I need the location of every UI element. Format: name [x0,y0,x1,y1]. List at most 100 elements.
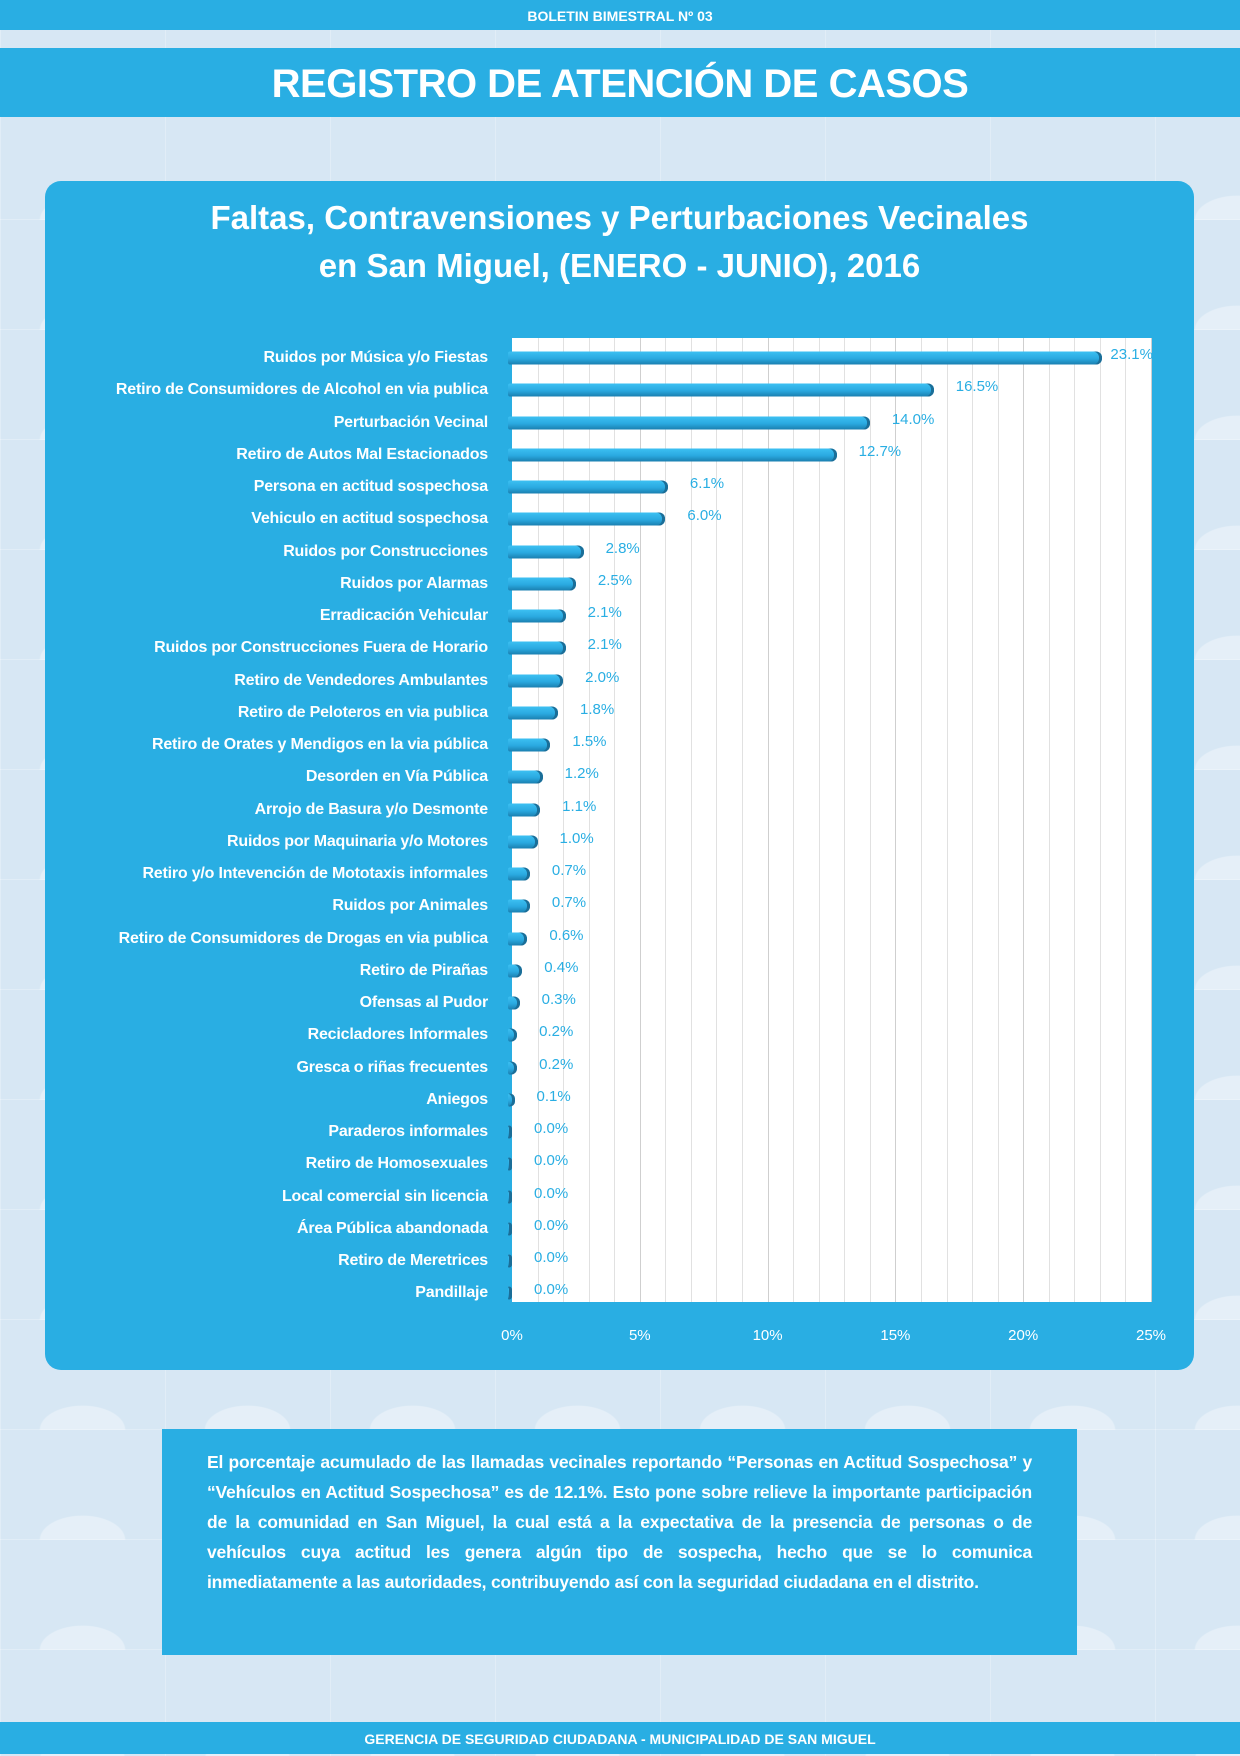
category-label: Recicladores Informales [307,1026,489,1044]
gridline [818,338,820,1302]
category-label: Aniegos [426,1090,488,1108]
note-box: El porcentaje acumulado de las llamadas … [162,1429,1077,1655]
data-label: 1.5% [572,733,607,751]
data-label: 0.0% [534,1249,569,1267]
data-label: 6.1% [689,475,725,493]
category-label: Ruidos por Maquinaria y/o Motores [227,832,488,850]
category-label: Ruidos por Construcciones Fuera de Horar… [154,639,488,657]
gridline [639,338,641,1302]
data-label: 0.2% [539,1055,574,1073]
category-label: Retiro de Autos Mal Estacionados [236,445,488,463]
bar [508,545,584,558]
x-tick-label: 25% [1135,1327,1167,1344]
category-label: Ruidos por Música y/o Fiestas [263,349,489,366]
category-label: Local comercial sin licencia [281,1187,488,1205]
data-label: 0.1% [536,1087,571,1105]
gridline [1074,338,1076,1302]
data-label: 16.5% [955,378,999,396]
gridline [920,338,922,1302]
data-label: 0.0% [534,1281,569,1299]
data-label: 2.8% [605,539,640,557]
category-label: Ruidos por Animales [332,897,488,915]
category-label: Retiro de Orates y Mendigos en la via pú… [152,736,488,753]
gridline [972,338,974,1302]
data-label: 2.1% [587,636,622,654]
data-label: 2.1% [587,604,622,622]
data-label: 1.2% [564,765,599,783]
category-label: Desorden en Vía Pública [305,768,488,786]
category-label: Pandillaje [415,1284,488,1302]
category-label: Retiro y/o Intevención de Mototaxis info… [142,865,488,882]
data-label: 2.5% [597,571,633,589]
gridline [690,338,692,1302]
category-label: Paraderos informales [328,1123,488,1140]
note-text: El porcentaje acumulado de las llamadas … [207,1452,1032,1592]
data-label: 0.0% [534,1216,569,1234]
title-bar: REGISTRO DE ATENCIÓN DE CASOS [0,48,1240,117]
gridline [665,338,667,1302]
chart-title-line1: Faltas, Contravensiones y Perturbaciones… [210,199,1029,236]
data-label: 0.0% [534,1184,569,1202]
bar [508,1028,518,1042]
bar [508,803,541,816]
bar [508,1125,512,1139]
bar [508,1190,512,1203]
bulletin-bar: BOLETIN BIMESTRAL Nº 03 [0,0,1240,30]
gridline [767,338,769,1302]
data-label: 0.0% [534,1152,569,1170]
bar [508,1222,512,1236]
category-label: Ofensas al Pudor [359,994,489,1011]
gridline [869,338,871,1302]
bar [508,1286,512,1300]
category-label: Retiro de Homosexuales [305,1155,489,1173]
gridline [742,338,744,1302]
x-tick-label: 5% [628,1327,651,1344]
data-label: 1.8% [580,700,615,718]
bar [508,899,530,913]
gridline [844,338,846,1302]
gridline [1151,338,1152,1302]
data-label: 1.0% [559,829,594,847]
category-label: Retiro de Vendedores Ambulantes [234,671,488,689]
data-label: 1.1% [562,797,597,815]
bar [508,674,564,687]
data-label: 0.2% [539,1023,574,1041]
bar [508,1254,512,1268]
category-label: Retiro de Meretrices [338,1252,488,1269]
gridline [997,338,999,1302]
bar [508,964,523,978]
bar [508,416,870,429]
category-label: Persona en actitud sospechosa [253,478,488,495]
bar [508,706,558,720]
data-label: 0.4% [544,958,579,976]
category-label: Retiro de Consumidores de Alcohol en via… [115,381,488,399]
data-label: 2.0% [585,668,620,686]
bar [508,351,1103,365]
data-label: 0.7% [551,862,587,880]
footer-bar: GERENCIA DE SEGURIDAD CIUDADANA - MUNICI… [0,1722,1240,1754]
bar [508,932,528,945]
plot-area [512,338,1152,1302]
bar [508,1093,515,1107]
gridline [537,338,539,1302]
x-tick-label: 10% [752,1327,783,1344]
gridline [1125,338,1127,1302]
gridline [895,338,897,1302]
category-label: Área Pública abandonada [296,1219,488,1237]
data-label: 12.7% [858,442,902,460]
category-label: Arrojo de Basura y/o Desmonte [254,800,489,818]
category-label: Retiro de Peloteros en via publica [237,703,488,721]
gridline [1099,338,1101,1302]
data-label: 23.1% [1110,346,1153,364]
data-label: 0.7% [551,894,587,912]
data-label: 0.3% [541,991,576,1009]
x-tick-label: 20% [1008,1327,1039,1344]
gridline [1023,338,1025,1302]
category-label: Ruidos por Alarmas [340,574,488,592]
category-label: Ruidos por Construcciones [283,542,488,560]
bar [508,996,520,1010]
data-label: 0.6% [549,926,584,944]
bar [508,867,530,881]
bar [508,448,837,462]
x-tick-label: 0% [501,1327,523,1344]
